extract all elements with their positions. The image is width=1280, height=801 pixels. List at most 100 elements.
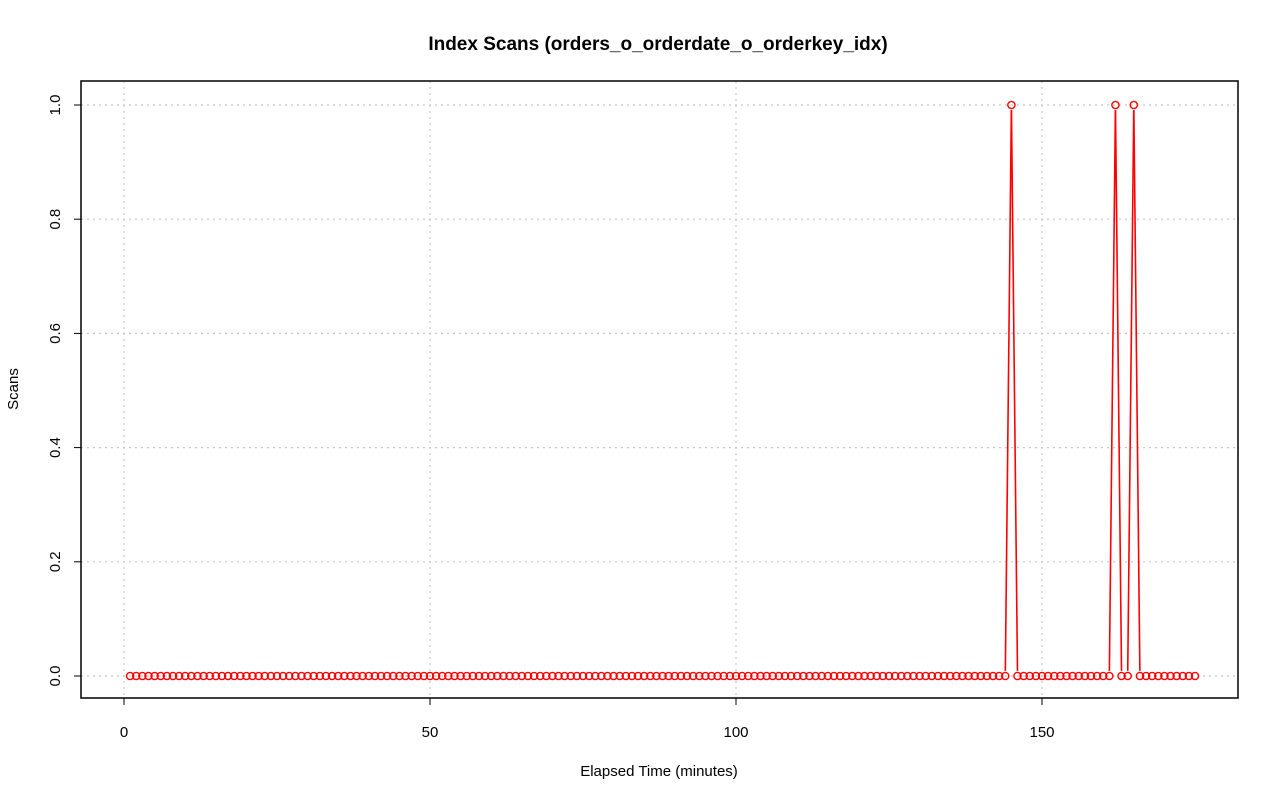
data-point bbox=[1153, 671, 1163, 681]
data-point bbox=[597, 671, 606, 681]
data-point bbox=[1062, 671, 1071, 681]
data-point bbox=[1190, 671, 1200, 681]
data-point bbox=[1141, 671, 1151, 681]
data-point bbox=[847, 671, 857, 681]
data-point bbox=[327, 671, 337, 681]
x-tick-label: 0 bbox=[120, 724, 128, 741]
data-point bbox=[315, 671, 325, 681]
data-point bbox=[560, 671, 569, 681]
data-point bbox=[707, 671, 716, 681]
data-point bbox=[382, 671, 392, 681]
x-axis: 0 50 100 150 bbox=[120, 698, 1055, 741]
series-segment bbox=[1114, 110, 1123, 671]
data-point bbox=[817, 671, 826, 681]
data-point bbox=[1092, 671, 1102, 681]
data-point bbox=[401, 671, 410, 681]
data-point bbox=[205, 671, 214, 681]
data-point bbox=[1166, 671, 1175, 681]
data-point bbox=[701, 671, 710, 681]
chart-title: Index Scans (orders_o_orderdate_o_orderk… bbox=[428, 34, 887, 55]
data-point bbox=[658, 671, 667, 681]
data-point bbox=[1117, 671, 1126, 681]
data-point bbox=[1135, 671, 1145, 681]
data-point bbox=[535, 671, 545, 681]
series-segment bbox=[1108, 110, 1117, 671]
data-point bbox=[854, 671, 863, 681]
data-point bbox=[505, 671, 514, 681]
data-point bbox=[639, 671, 649, 681]
series-segment bbox=[1004, 110, 1013, 671]
data-point bbox=[229, 671, 239, 681]
data-point bbox=[499, 671, 508, 681]
data-point bbox=[548, 671, 557, 681]
data-point bbox=[743, 671, 753, 681]
data-point bbox=[939, 671, 949, 681]
data-point bbox=[952, 671, 961, 681]
data-point bbox=[1105, 671, 1114, 681]
data-point bbox=[1160, 671, 1169, 681]
y-axis-title: Scans bbox=[5, 368, 22, 410]
data-point bbox=[664, 671, 673, 681]
data-point bbox=[150, 671, 159, 681]
data-point bbox=[1178, 671, 1188, 681]
data-point bbox=[676, 671, 686, 681]
data-point bbox=[407, 671, 416, 681]
data-point bbox=[725, 671, 735, 681]
data-point bbox=[1031, 671, 1041, 681]
data-point bbox=[682, 671, 692, 681]
data-point bbox=[786, 671, 796, 681]
data-point bbox=[890, 671, 900, 681]
data-point bbox=[1049, 671, 1059, 681]
data-point bbox=[970, 671, 979, 681]
grid bbox=[81, 81, 1238, 698]
data-point bbox=[988, 671, 998, 681]
data-point bbox=[737, 671, 747, 681]
y-tick-label: 1.0 bbox=[47, 95, 64, 116]
data-point bbox=[211, 671, 221, 681]
data-point bbox=[156, 671, 166, 681]
data-point bbox=[523, 671, 533, 681]
data-point bbox=[450, 671, 459, 681]
data-point bbox=[603, 671, 612, 681]
data-point bbox=[1080, 671, 1090, 681]
data-point bbox=[1043, 671, 1053, 681]
data-point bbox=[1086, 671, 1096, 681]
data-point bbox=[474, 671, 484, 681]
y-tick-label: 0.4 bbox=[47, 437, 64, 458]
x-tick-label: 50 bbox=[422, 724, 439, 741]
data-point bbox=[933, 671, 943, 681]
data-point bbox=[872, 671, 882, 681]
x-tick-label: 100 bbox=[723, 724, 748, 741]
series-segment bbox=[1126, 110, 1135, 671]
data-point bbox=[841, 671, 851, 681]
data-point bbox=[193, 671, 202, 681]
data-point bbox=[982, 671, 992, 681]
data-point bbox=[248, 671, 257, 681]
data-point bbox=[878, 671, 888, 681]
data-point bbox=[713, 671, 722, 681]
data-point bbox=[609, 671, 618, 681]
data-point bbox=[180, 671, 190, 681]
data-point bbox=[174, 671, 184, 681]
data-point bbox=[187, 671, 196, 681]
data-point bbox=[915, 671, 924, 681]
data-point bbox=[1074, 671, 1084, 681]
data-point bbox=[921, 671, 931, 681]
data-point bbox=[566, 671, 576, 681]
data-point bbox=[462, 671, 472, 681]
data-point bbox=[388, 671, 398, 681]
data-point bbox=[168, 671, 178, 681]
data-point bbox=[291, 671, 300, 681]
data-point bbox=[272, 671, 282, 681]
data-point bbox=[652, 671, 661, 681]
data-point bbox=[976, 671, 986, 681]
data-point bbox=[162, 671, 172, 681]
data-point bbox=[199, 671, 208, 681]
data-point bbox=[425, 671, 435, 681]
data-point bbox=[688, 671, 698, 681]
data-point bbox=[297, 671, 306, 681]
y-tick-label: 0.8 bbox=[47, 209, 64, 230]
data-point bbox=[493, 671, 502, 681]
data-point bbox=[395, 671, 404, 681]
data-point bbox=[1129, 100, 1139, 110]
